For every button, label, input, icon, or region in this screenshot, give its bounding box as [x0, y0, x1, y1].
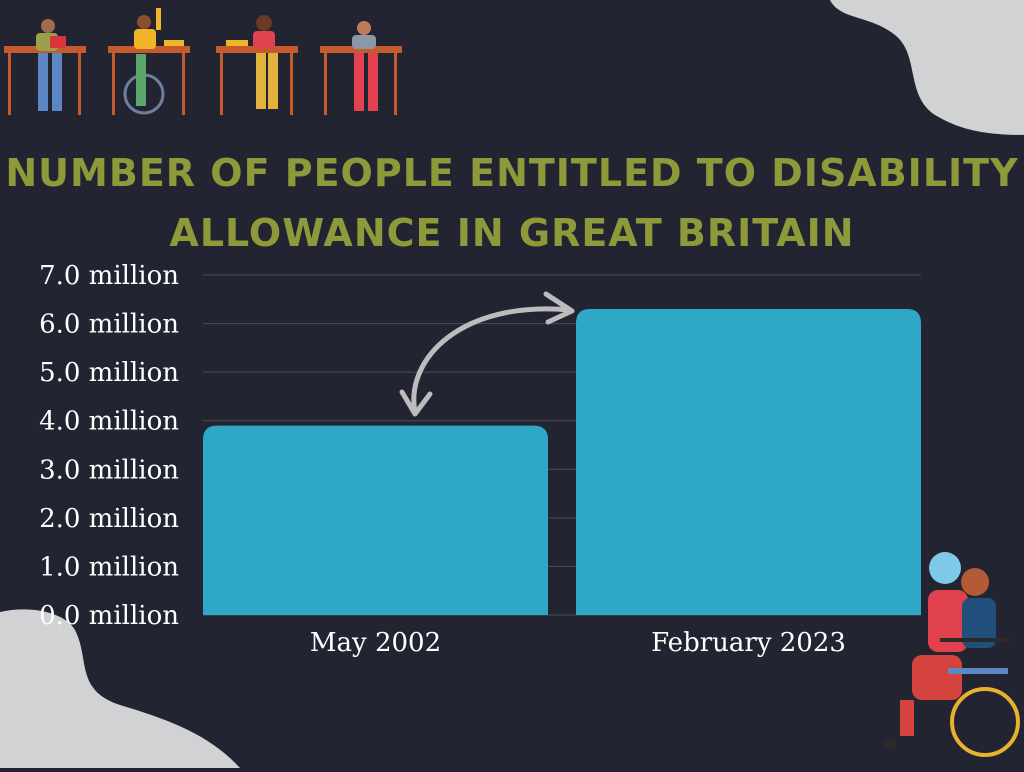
y-tick-label: 3.0 million — [39, 455, 179, 485]
y-tick-label: 6.0 million — [39, 310, 179, 340]
x-category-label: February 2023 — [651, 628, 846, 658]
y-tick-label: 2.0 million — [39, 504, 179, 534]
y-tick-label: 4.0 million — [39, 407, 179, 437]
y-tick-label: 0.0 million — [39, 601, 179, 631]
chart-title-line-2: ALLOWANCE IN GREAT BRITAIN — [169, 211, 855, 255]
bottom-left-blob-decoration — [0, 609, 240, 768]
y-axis: 0.0 million 1.0 million 2.0 million 3.0 mil… — [39, 261, 179, 631]
comparison-arrow-annotation — [399, 291, 575, 417]
y-tick-label: 1.0 million — [39, 552, 179, 582]
chart-title-line-1: NUMBER OF PEOPLE ENTITLED TO DISABILITY — [5, 151, 1019, 195]
y-tick-label: 7.0 million — [39, 261, 179, 291]
x-axis: May 2002 February 2023 — [310, 628, 846, 658]
bars — [203, 309, 921, 615]
y-tick-label: 5.0 million — [39, 358, 179, 388]
x-category-label: May 2002 — [310, 628, 441, 658]
bar-2 — [576, 309, 921, 615]
top-right-blob-decoration — [830, 0, 1024, 135]
caregiver-wheelchair-illustration — [884, 552, 1020, 757]
students-at-desks-illustration — [4, 8, 402, 115]
bar-1 — [203, 425, 548, 615]
